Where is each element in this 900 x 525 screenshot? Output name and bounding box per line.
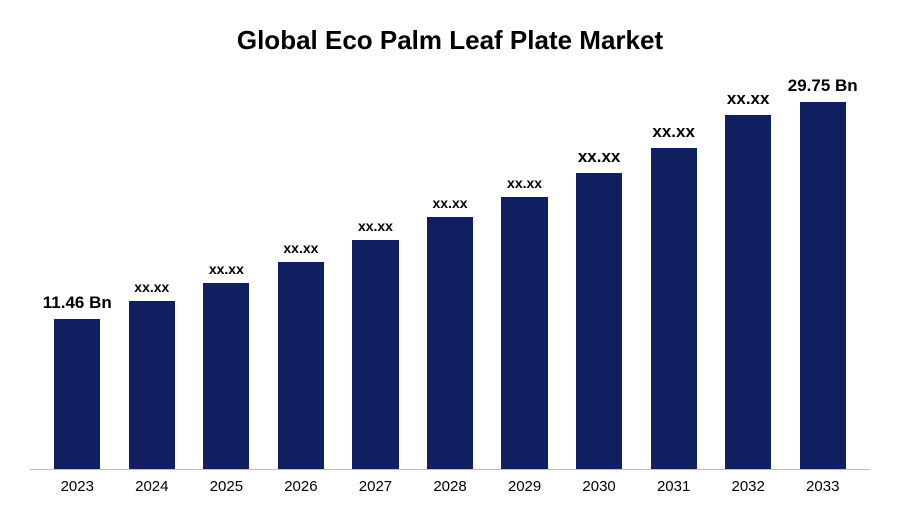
bar-group: xx.xx (189, 76, 264, 469)
x-axis-tick: 2031 (636, 478, 711, 495)
x-axis-tick: 2029 (487, 478, 562, 495)
x-axis-tick: 2030 (562, 478, 637, 495)
x-axis-tick: 2028 (413, 478, 488, 495)
bar (501, 197, 547, 469)
bar (800, 102, 846, 469)
chart-container: Global Eco Palm Leaf Plate Market 11.46 … (0, 0, 900, 525)
bar (352, 240, 398, 469)
bar-group: xx.xx (636, 76, 711, 469)
bar-value-label: xx.xx (283, 240, 318, 256)
bar-value-label: 29.75 Bn (788, 76, 858, 96)
x-axis-tick: 2023 (40, 478, 115, 495)
chart-title: Global Eco Palm Leaf Plate Market (30, 25, 870, 56)
bar-value-label: xx.xx (358, 218, 393, 234)
bar (651, 148, 697, 469)
bar (278, 262, 324, 469)
x-axis-tick: 2026 (264, 478, 339, 495)
bar-group: xx.xx (487, 76, 562, 469)
bar-value-label: xx.xx (652, 122, 695, 142)
bar-value-label: xx.xx (507, 175, 542, 191)
plot-area: 11.46 Bn xx.xx xx.xx xx.xx xx.xx xx.xx xx.xx xx… (30, 76, 870, 470)
bar (725, 115, 771, 469)
x-axis-tick: 2024 (115, 478, 190, 495)
bar-group: xx.xx (413, 76, 488, 469)
bar-value-label: xx.xx (432, 195, 467, 211)
bar-value-label: xx.xx (209, 261, 244, 277)
bar-value-label: 11.46 Bn (43, 293, 112, 313)
x-axis-tick: 2025 (189, 478, 264, 495)
bar-group: 29.75 Bn (785, 76, 860, 469)
bar (576, 173, 622, 469)
x-axis-tick: 2033 (785, 478, 860, 495)
bar (427, 217, 473, 469)
bar-value-label: xx.xx (134, 279, 169, 295)
bar-value-label: xx.xx (727, 89, 770, 109)
x-axis: 2023202420252026202720282029203020312032… (30, 470, 870, 495)
bar (203, 283, 249, 469)
x-axis-tick: 2027 (338, 478, 413, 495)
bar-group: xx.xx (115, 76, 190, 469)
bar (129, 301, 175, 469)
x-axis-tick: 2032 (711, 478, 786, 495)
bar-group: xx.xx (562, 76, 637, 469)
bar-group: xx.xx (338, 76, 413, 469)
bar (54, 319, 100, 469)
bar-group: xx.xx (711, 76, 786, 469)
bar-group: xx.xx (264, 76, 339, 469)
bar-value-label: xx.xx (578, 147, 621, 167)
bar-group: 11.46 Bn (40, 76, 115, 469)
